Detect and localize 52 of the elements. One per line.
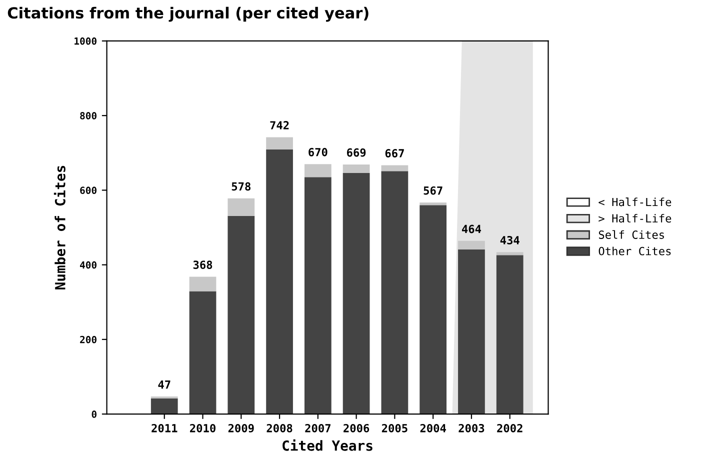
bar bbox=[381, 165, 408, 172]
y-tick-label: 200 bbox=[80, 336, 96, 344]
bar bbox=[342, 164, 370, 174]
x-tick-label: 2004 bbox=[420, 424, 446, 432]
total-label: 670 bbox=[308, 148, 328, 156]
y-tick-label: 1000 bbox=[74, 37, 96, 45]
bar bbox=[189, 276, 216, 292]
legend-label: Other Cites bbox=[598, 246, 671, 256]
x-tick-label: 2010 bbox=[190, 424, 216, 432]
total-label: 434 bbox=[500, 236, 520, 244]
total-label: 669 bbox=[346, 148, 366, 157]
bar bbox=[496, 255, 524, 414]
total-label: 464 bbox=[462, 224, 482, 234]
y-tick-label: 0 bbox=[92, 410, 96, 418]
x-tick-label: 2008 bbox=[266, 424, 292, 432]
x-tick-label: 2006 bbox=[344, 424, 370, 432]
total-label: 47 bbox=[158, 380, 170, 389]
bar bbox=[381, 171, 408, 414]
x-tick-label: 2005 bbox=[382, 424, 408, 432]
bar bbox=[496, 252, 524, 256]
y-tick-label: 800 bbox=[80, 112, 96, 120]
bar bbox=[228, 216, 255, 414]
y-axis-title: Number of Cites bbox=[54, 166, 66, 290]
y-tick-label: 400 bbox=[80, 261, 96, 269]
bar bbox=[150, 398, 178, 414]
chart-title: Citations from the journal (per cited year) bbox=[8, 6, 368, 22]
bar bbox=[458, 240, 485, 250]
text: > Half-Life bbox=[598, 214, 672, 223]
bar bbox=[304, 164, 332, 178]
text: < Half-Life bbox=[598, 198, 672, 206]
bar bbox=[266, 137, 293, 150]
x-axis-title: Cited Years bbox=[282, 439, 372, 451]
y-tick-label: 600 bbox=[80, 186, 96, 194]
x-tick-label: 2002 bbox=[497, 424, 522, 432]
total-label: 567 bbox=[424, 186, 442, 195]
x-tick-label: 2007 bbox=[305, 424, 330, 432]
bar bbox=[342, 173, 370, 414]
total-label: 368 bbox=[193, 260, 212, 270]
total-label: 667 bbox=[385, 149, 404, 158]
bar bbox=[266, 150, 293, 414]
bar bbox=[420, 202, 447, 206]
bar bbox=[304, 177, 332, 414]
bar bbox=[420, 205, 447, 414]
total-label: 742 bbox=[270, 121, 289, 130]
bar bbox=[189, 291, 216, 414]
bar bbox=[228, 198, 255, 216]
bar bbox=[458, 250, 485, 414]
x-tick-label: 2011 bbox=[152, 424, 178, 432]
x-tick-label: 2003 bbox=[458, 424, 484, 432]
total-label: 578 bbox=[232, 182, 250, 191]
legend-label: Self Cites bbox=[598, 230, 664, 239]
x-tick-label: 2009 bbox=[228, 424, 254, 432]
